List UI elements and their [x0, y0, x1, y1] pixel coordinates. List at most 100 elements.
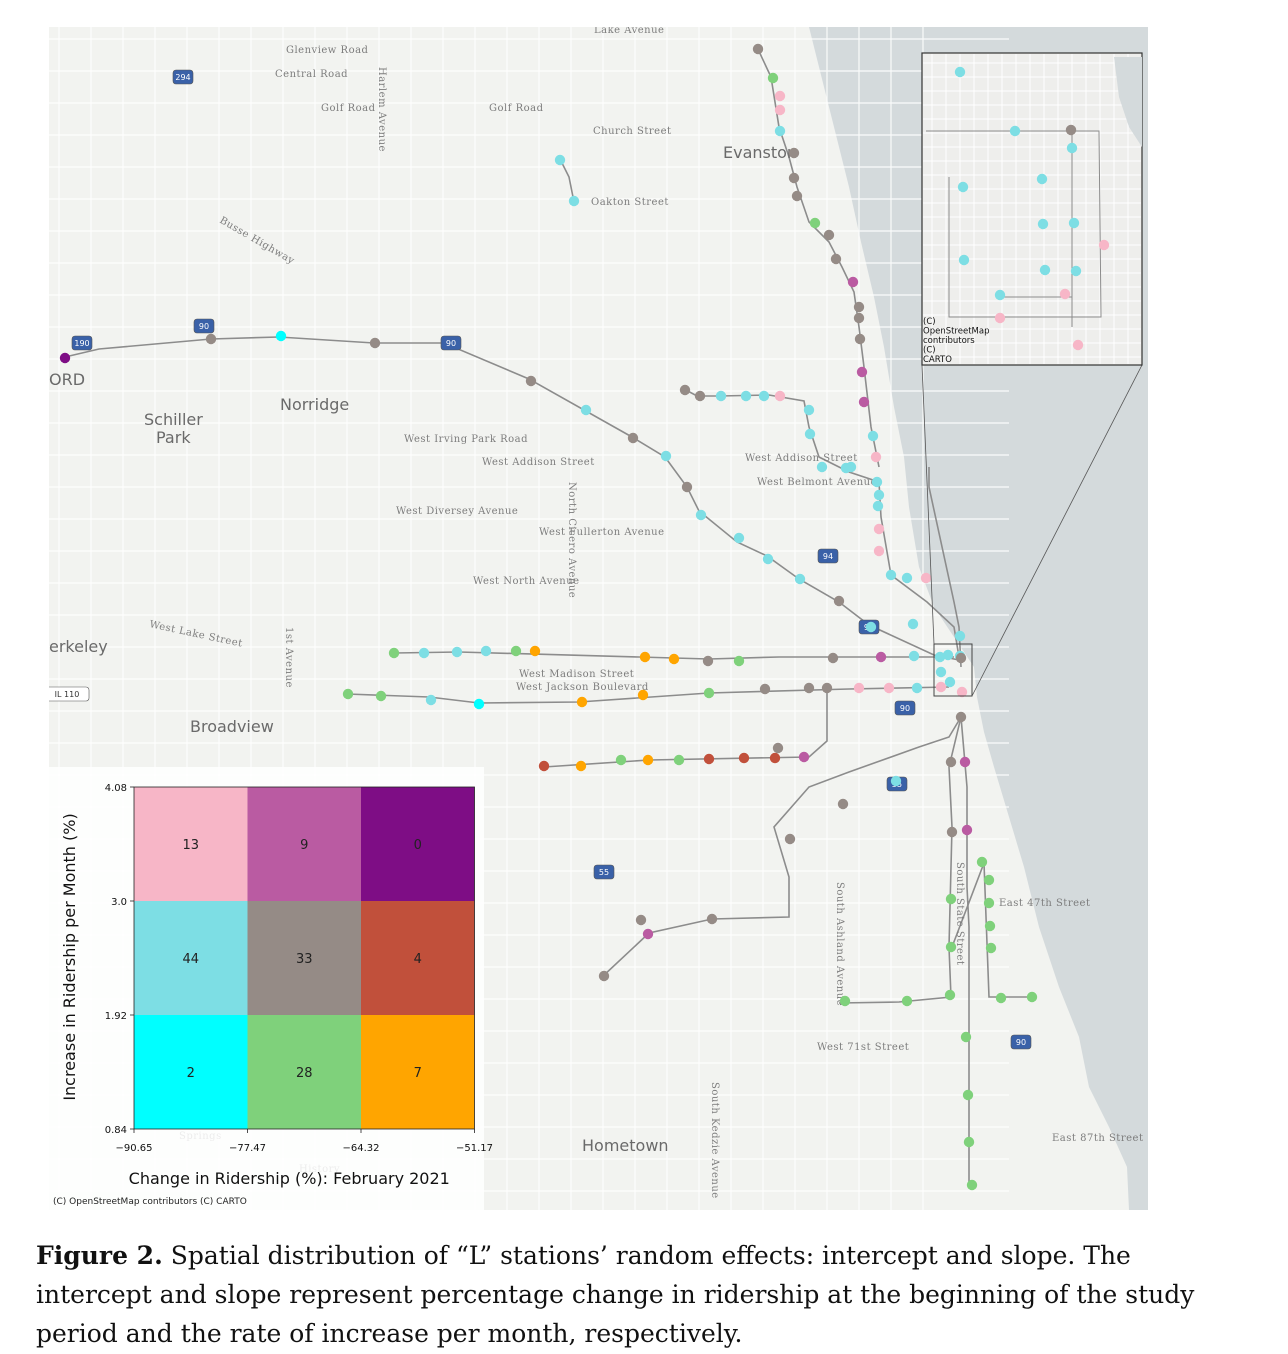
town-label: erkeley — [49, 637, 108, 656]
l-line — [601, 716, 962, 978]
caption-text: Spatial distribution of “L” stations’ ra… — [36, 1241, 1195, 1348]
map-panel[interactable]: Lake Avenue Glenview Road Central Road Golf… — [49, 27, 1148, 1210]
road-label: West Irving Park Road — [404, 434, 528, 445]
station-marker — [774, 90, 786, 102]
road-label: West North Avenue — [473, 576, 580, 587]
inset-station-marker — [1037, 218, 1049, 230]
station-marker — [827, 652, 839, 664]
station-marker — [959, 756, 971, 768]
y-tick-label: 3.0 — [111, 897, 127, 908]
station-marker — [538, 760, 550, 772]
station-marker — [388, 647, 400, 659]
y-tick-label: 0.84 — [105, 1125, 127, 1136]
highway-shield-label: 55 — [599, 868, 609, 877]
legend-cell — [361, 787, 475, 901]
legend-cell-count: 28 — [296, 1066, 313, 1081]
station-marker — [995, 992, 1007, 1004]
station-marker — [418, 647, 430, 659]
station-marker — [984, 920, 996, 932]
inset-water — [1114, 57, 1142, 147]
station-marker — [803, 682, 815, 694]
station-marker — [901, 572, 913, 584]
inset-station-marker — [957, 181, 969, 193]
inset-connector — [971, 364, 1143, 697]
inset-station-marker — [1059, 288, 1071, 300]
station-marker — [955, 652, 967, 664]
road-label: West Madison Street — [519, 669, 634, 680]
station-marker — [425, 694, 437, 706]
station-marker — [883, 682, 895, 694]
station-marker — [788, 172, 800, 184]
station-marker — [821, 682, 833, 694]
inset-station-marker — [994, 312, 1006, 324]
station-marker — [375, 690, 387, 702]
station-marker — [639, 651, 651, 663]
station-marker — [529, 645, 541, 657]
station-marker — [635, 914, 647, 926]
legend-cell — [247, 901, 361, 1015]
station-marker — [702, 655, 714, 667]
legend-y-axis-label: Increase in Ridership per Month (%) — [60, 813, 79, 1100]
station-marker — [740, 390, 752, 402]
highway-shield-icon — [440, 335, 462, 351]
station-marker — [510, 645, 522, 657]
station-marker — [853, 301, 865, 313]
highway-shield-label: 94 — [823, 552, 833, 561]
road-label: Golf Road — [489, 103, 544, 114]
inset-line — [926, 130, 1102, 327]
station-marker — [853, 312, 865, 324]
station-marker — [945, 756, 957, 768]
l-stations — [59, 43, 1038, 1191]
station-marker — [762, 553, 774, 565]
station-marker — [911, 682, 923, 694]
station-marker — [673, 754, 685, 766]
station-marker — [752, 43, 764, 55]
inset-station-marker — [1009, 125, 1021, 137]
y-tick-label: 4.08 — [105, 783, 127, 794]
station-marker — [637, 689, 649, 701]
station-marker — [946, 826, 958, 838]
town-label: Evanston — [723, 143, 797, 162]
station-marker — [769, 752, 781, 764]
station-marker — [706, 913, 718, 925]
inset-station-marker — [958, 254, 970, 266]
station-marker — [976, 856, 988, 868]
station-marker — [845, 461, 857, 473]
station-marker — [668, 653, 680, 665]
station-marker — [962, 1089, 974, 1101]
station-marker — [788, 147, 800, 159]
legend-cell-count: 7 — [414, 1066, 422, 1081]
station-marker — [681, 481, 693, 493]
station-marker — [833, 595, 845, 607]
highway-shields: 2941909090949090555590IL 110 — [49, 69, 1032, 1050]
legend-cell-count: 2 — [187, 1066, 195, 1081]
inset-attribution: CARTO — [923, 355, 952, 365]
road-label: 1st Avenue — [283, 627, 294, 688]
station-marker — [907, 618, 919, 630]
chicago-map[interactable]: Lake Avenue Glenview Road Central Road Golf… — [49, 27, 1148, 1210]
station-marker — [205, 333, 217, 345]
station-marker — [873, 545, 885, 557]
station-marker — [695, 509, 707, 521]
station-marker — [934, 651, 946, 663]
station-marker — [901, 995, 913, 1007]
highway-shield-icon — [49, 686, 90, 702]
inset-station-marker — [954, 66, 966, 78]
station-marker — [703, 687, 715, 699]
station-marker — [703, 753, 715, 765]
l-line — [64, 336, 960, 661]
road-label: East 47th Street — [999, 898, 1090, 909]
x-tick-label: −77.47 — [229, 1143, 266, 1154]
legend-cell — [134, 901, 248, 1015]
l-line — [683, 388, 960, 658]
road-label: North Cicero Avenue — [566, 482, 577, 598]
town-label: Park — [156, 428, 191, 447]
station-marker — [867, 430, 879, 442]
station-marker — [858, 396, 870, 408]
station-marker — [369, 337, 381, 349]
station-marker — [983, 874, 995, 886]
station-marker — [823, 229, 835, 241]
station-marker — [816, 461, 828, 473]
